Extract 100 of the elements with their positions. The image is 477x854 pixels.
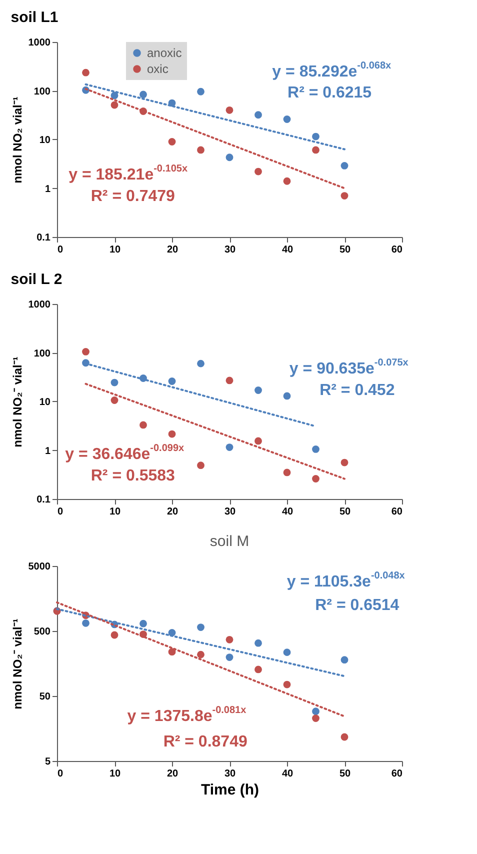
point <box>110 631 118 639</box>
point <box>312 475 320 482</box>
point <box>226 654 234 661</box>
point <box>254 111 262 119</box>
point <box>312 708 320 716</box>
point <box>110 92 118 100</box>
point <box>140 90 147 98</box>
point <box>110 396 118 404</box>
point <box>254 639 262 647</box>
point <box>283 392 291 400</box>
annotation: R² = 0.6215 <box>288 84 372 102</box>
y-tick-label: 0.1 <box>36 232 51 244</box>
point <box>340 656 348 664</box>
point <box>283 648 291 656</box>
y-tick-label: 1 <box>44 184 51 195</box>
point <box>312 714 320 722</box>
point <box>340 162 348 170</box>
point <box>82 619 90 627</box>
point <box>197 360 204 368</box>
y-tick-label: 50 <box>39 692 51 702</box>
annotation: R² = 0.6514 <box>315 597 400 614</box>
legend-label: anoxic <box>147 46 182 60</box>
x-tick-label: 0 <box>58 768 64 780</box>
y-axis-title: nmol NO₂⁻ vial⁻¹ <box>10 618 24 710</box>
x-tick-label: 30 <box>224 506 236 518</box>
point <box>226 444 234 451</box>
chart-title: soil M <box>210 533 250 550</box>
point <box>82 68 90 76</box>
annotation: R² = 0.5583 <box>90 468 176 485</box>
y-axis-title: nmol NO₂ vial⁻¹ <box>10 96 24 184</box>
point <box>110 101 118 109</box>
y-axis-title: nmol NO₂⁻ vial⁻¹ <box>10 356 24 448</box>
annotation: R² = 0.452 <box>320 382 395 399</box>
y-tick-label: 100 <box>34 86 51 98</box>
point <box>340 458 348 466</box>
point <box>226 154 234 162</box>
point <box>226 636 234 644</box>
y-tick-label: 5 <box>44 756 51 768</box>
x-tick-label: 10 <box>109 506 121 518</box>
point <box>283 177 291 185</box>
point <box>110 378 118 386</box>
x-tick-label: 30 <box>224 244 236 256</box>
x-tick-label: 40 <box>282 506 294 518</box>
point <box>312 146 320 154</box>
chart-title: soil L 2 <box>10 271 62 288</box>
x-tick-label: 60 <box>391 244 403 256</box>
point <box>226 376 234 384</box>
point <box>283 680 291 688</box>
x-tick-label: 20 <box>166 506 178 518</box>
point <box>283 468 291 476</box>
y-tick-label: 0.1 <box>36 494 51 506</box>
point <box>312 446 320 453</box>
y-tick-label: 5000 <box>28 562 51 572</box>
y-tick-label: 10 <box>39 397 51 408</box>
point <box>197 462 204 470</box>
point <box>254 168 262 176</box>
x-tick-label: 20 <box>166 244 178 256</box>
point <box>168 648 176 656</box>
point <box>340 733 348 741</box>
annotation: R² = 0.7479 <box>90 188 176 206</box>
point <box>197 624 204 631</box>
point <box>197 146 204 154</box>
x-tick-label: 40 <box>282 768 294 780</box>
legend-label: oxic <box>147 62 168 76</box>
point <box>254 666 262 674</box>
point <box>283 116 291 123</box>
point <box>82 348 90 356</box>
y-tick-label: 500 <box>34 626 51 638</box>
x-tick-label: 50 <box>339 506 351 518</box>
y-tick-label: 1 <box>44 446 51 457</box>
y-tick-label: 10 <box>39 135 51 146</box>
x-tick-label: 60 <box>391 768 403 780</box>
point <box>168 378 176 385</box>
x-tick-label: 40 <box>282 244 294 256</box>
x-tick-label: 10 <box>109 244 121 256</box>
x-tick-label: 0 <box>58 244 64 256</box>
x-tick-label: 30 <box>224 768 236 780</box>
x-axis-title: Time (h) <box>200 782 260 798</box>
x-tick-label: 50 <box>339 768 351 780</box>
point <box>312 132 320 140</box>
point <box>168 138 176 146</box>
annotation: R² = 0.8749 <box>163 734 248 750</box>
point <box>168 430 176 438</box>
point <box>340 192 348 200</box>
x-tick-label: 20 <box>166 768 178 780</box>
x-tick-label: 60 <box>391 506 403 518</box>
x-tick-label: 10 <box>109 768 121 780</box>
point <box>140 421 147 429</box>
y-tick-label: 1000 <box>28 38 51 48</box>
point <box>226 106 234 114</box>
x-tick-label: 0 <box>58 506 64 518</box>
point <box>197 650 204 658</box>
point <box>254 386 262 394</box>
y-tick-label: 1000 <box>28 300 51 310</box>
x-tick-label: 50 <box>339 244 351 256</box>
chart-title: soil L1 <box>10 9 58 26</box>
point <box>197 88 204 96</box>
point <box>254 437 262 445</box>
y-tick-label: 100 <box>34 348 51 360</box>
point <box>140 620 147 628</box>
